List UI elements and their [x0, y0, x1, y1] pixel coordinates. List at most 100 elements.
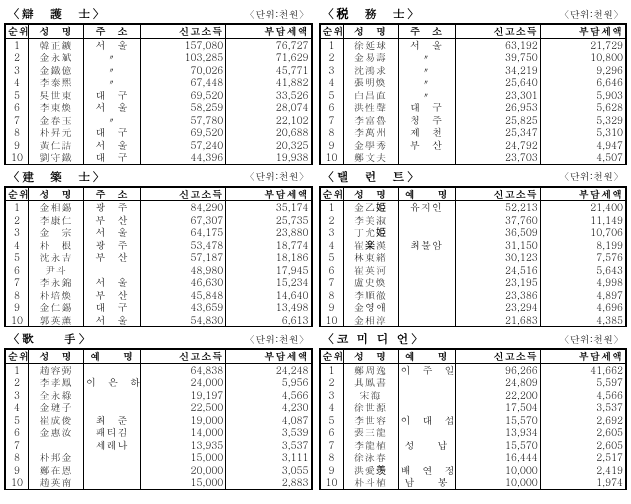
panel: 〈코 미 디 언〉〈단위:천원〉순위성 명예 명신고소득부담세액1鄭周逸이 주 … — [319, 329, 628, 490]
table-row: 8徐泳春16,4442,517 — [320, 451, 626, 464]
table-row: 9金仁錫대 구43,65913,498 — [6, 301, 312, 314]
addr-cell: 서 울 — [84, 314, 141, 327]
addr-cell: 청 주 — [398, 114, 455, 127]
panel-box: 순위성 명주 소신고소득부담세액1韓正鑛서 울157,08076,7272金永斌… — [4, 23, 313, 165]
unit-label: 〈단위:천원〉 — [245, 7, 308, 21]
income-cell: 70,026 — [141, 64, 226, 77]
name-cell — [29, 439, 84, 452]
addr-cell: 세레나 — [84, 439, 141, 452]
tax-cell: 2,419 — [540, 464, 625, 477]
addr-cell: 서 울 — [84, 226, 141, 239]
income-cell: 63,192 — [455, 38, 540, 51]
table-row: 9鄭在恩20,0003,055 — [6, 464, 312, 477]
income-cell: 30,123 — [455, 251, 540, 264]
rank-cell: 1 — [6, 38, 29, 51]
tax-cell: 8,199 — [540, 239, 625, 252]
addr-cell: 배 연 정 — [398, 464, 455, 477]
tax-cell: 22,102 — [226, 114, 311, 127]
rank-cell: 9 — [6, 301, 29, 314]
name-cell: 洪愛羡 — [343, 464, 398, 477]
income-cell: 24,809 — [455, 376, 540, 389]
table-row: 5沈永吉부 산57,18718,186 — [6, 251, 312, 264]
name-cell: 金春玉 — [29, 114, 84, 127]
table-row: 1趙容弼64,83824,248 — [6, 363, 312, 376]
panel-title: 〈税 務 士〉 — [323, 5, 421, 22]
name-cell: 盧史煥 — [343, 276, 398, 289]
tax-cell: 4,998 — [540, 276, 625, 289]
income-cell: 14,000 — [141, 426, 226, 439]
name-cell: 李泰熙 — [29, 76, 84, 89]
rank-cell: 1 — [6, 363, 29, 376]
panel: 〈탤 런 트〉〈단위:천원〉순위성 명예 명신고소득부담세액1金乙姫유지인52,… — [319, 167, 628, 328]
rank-cell: 5 — [6, 414, 29, 427]
rank-cell: 8 — [6, 289, 29, 302]
tax-cell: 23,880 — [226, 226, 311, 239]
col-header: 주 소 — [84, 25, 141, 39]
income-cell: 26,953 — [455, 101, 540, 114]
name-cell: 黃仁詰 — [29, 139, 84, 152]
tax-cell: 2,605 — [540, 426, 625, 439]
income-cell: 25,347 — [455, 126, 540, 139]
addr-cell: 〃 — [398, 89, 455, 102]
col-header: 신고소득 — [455, 350, 540, 364]
tax-cell: 71,629 — [226, 51, 311, 64]
rank-cell: 9 — [320, 464, 343, 477]
table-row: 3金 宗서 울64,17523,880 — [6, 226, 312, 239]
addr-cell — [84, 389, 141, 402]
income-cell: 48,980 — [141, 264, 226, 277]
addr-cell — [398, 226, 455, 239]
table-row: 1金乙姫유지인52,21321,400 — [320, 201, 626, 214]
name-cell: 趙容弼 — [29, 363, 84, 376]
addr-cell — [84, 363, 141, 376]
name-cell: 沈鴻求 — [343, 64, 398, 77]
data-table: 순위성 명주 소신고소득부담세액1韓正鑛서 울157,08076,7272金永斌… — [5, 24, 312, 164]
tax-cell: 20,325 — [226, 139, 311, 152]
addr-cell: 대 구 — [84, 126, 141, 139]
addr-cell: 〃 — [84, 51, 141, 64]
rank-cell: 5 — [320, 251, 343, 264]
name-cell: 金惠汝 — [29, 426, 84, 439]
rank-cell: 4 — [320, 239, 343, 252]
table-row: 3宋海22,2004,566 — [320, 389, 626, 402]
addr-cell — [84, 464, 141, 477]
name-cell: 李世容 — [343, 414, 398, 427]
tax-cell: 17,945 — [226, 264, 311, 277]
table-row: 1韓正鑛서 울157,08076,727 — [6, 38, 312, 51]
addr-cell: 서 울 — [84, 101, 141, 114]
rank-cell: 3 — [6, 64, 29, 77]
tax-cell: 20,688 — [226, 126, 311, 139]
name-cell: 朴培煥 — [29, 289, 84, 302]
tax-cell: 41,662 — [540, 363, 625, 376]
income-cell: 34,219 — [455, 64, 540, 77]
name-cell: 裴三龍 — [343, 426, 398, 439]
data-table: 순위성 명주 소신고소득부담세액1金相錫광 주84,29035,1742李康仁부… — [5, 187, 312, 327]
addr-cell — [84, 476, 141, 489]
rank-cell: 7 — [6, 276, 29, 289]
rank-cell: 10 — [320, 151, 343, 164]
rank-cell: 6 — [320, 426, 343, 439]
income-cell: 157,080 — [141, 38, 226, 51]
income-cell: 64,838 — [141, 363, 226, 376]
unit-label: 〈단위:천원〉 — [245, 332, 308, 346]
table-row: 10趙英南15,0002,883 — [6, 476, 312, 489]
addr-cell — [398, 401, 455, 414]
rank-cell: 9 — [320, 301, 343, 314]
rank-cell: 3 — [6, 226, 29, 239]
rank-cell: 3 — [320, 226, 343, 239]
income-cell: 15,000 — [141, 476, 226, 489]
tax-cell: 41,882 — [226, 76, 311, 89]
addr-cell: 대 구 — [84, 301, 141, 314]
addr-cell — [398, 426, 455, 439]
col-header: 신고소득 — [455, 25, 540, 39]
table-row: 8朴邦金15,0003,111 — [6, 451, 312, 464]
table-row: 7盧史煥23,1954,998 — [320, 276, 626, 289]
table-row: 5崔成俊최 준19,0004,087 — [6, 414, 312, 427]
income-cell: 69,520 — [141, 126, 226, 139]
table-row: 4徐世源17,5043,537 — [320, 401, 626, 414]
income-cell: 37,760 — [455, 214, 540, 227]
income-cell: 16,444 — [455, 451, 540, 464]
table-row: 4金璉子22,5004,230 — [6, 401, 312, 414]
data-table: 순위성 명주 소신고소득부담세액1徐延球서 울63,19221,7292金易壽〃… — [320, 24, 627, 164]
rank-cell: 3 — [6, 389, 29, 402]
addr-cell — [84, 401, 141, 414]
